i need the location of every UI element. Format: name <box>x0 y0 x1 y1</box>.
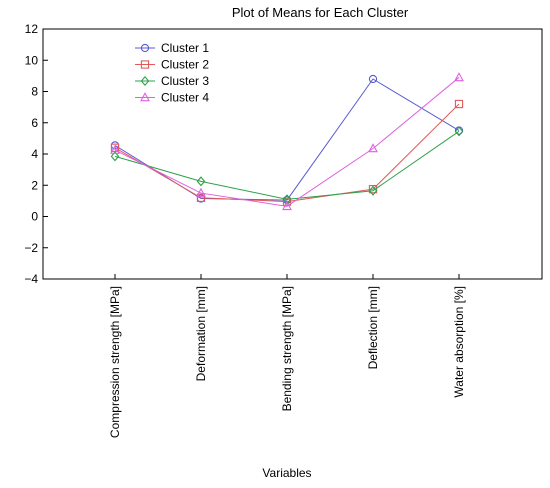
y-axis: −4 −2 0 2 4 6 8 10 12 <box>24 22 48 286</box>
y-tick-label: 10 <box>25 53 39 67</box>
data-point <box>368 74 378 84</box>
legend: Cluster 1 Cluster 2 Cluster 3 Cluster 4 <box>135 41 209 105</box>
y-tick-label: −4 <box>24 272 38 286</box>
series-line <box>114 103 460 203</box>
legend-label: Cluster 2 <box>161 58 209 72</box>
y-tick-label: 0 <box>31 210 38 224</box>
legend-marker <box>140 60 150 69</box>
data-point <box>368 185 378 196</box>
x-category-label: Deformation [mm] <box>194 286 208 381</box>
legend-marker <box>140 43 150 53</box>
y-tick-label: 2 <box>31 178 38 192</box>
plot-frame <box>42 28 543 280</box>
x-category-label: Bending strength [MPa] <box>280 286 294 411</box>
legend-label: Cluster 1 <box>161 41 209 55</box>
data-point <box>454 126 464 137</box>
legend-item-cluster-4: Cluster 4 <box>135 91 209 105</box>
legend-item-cluster-1: Cluster 1 <box>135 41 209 55</box>
data-point <box>196 176 206 187</box>
data-point <box>454 99 464 109</box>
data-point <box>196 193 206 202</box>
x-category-label: Deflection [mm] <box>366 286 380 369</box>
data-point <box>110 151 120 162</box>
data-point <box>368 143 378 153</box>
legend-item-cluster-2: Cluster 2 <box>135 58 209 72</box>
legend-marker <box>140 92 150 102</box>
legend-marker <box>140 75 150 87</box>
data-point <box>110 144 120 154</box>
series-cluster-3 <box>110 126 464 205</box>
data-point <box>196 187 206 197</box>
data-point <box>368 185 378 194</box>
x-axis: Compression strength [MPa] Deformation [m… <box>108 274 466 438</box>
chart-title: Plot of Means for Each Cluster <box>232 5 409 20</box>
data-point <box>282 194 292 205</box>
x-category-label: Water absorption [%] <box>452 286 466 398</box>
legend-label: Cluster 3 <box>161 74 209 88</box>
legend-item-cluster-3: Cluster 3 <box>135 74 209 88</box>
y-tick-label: 12 <box>25 22 39 36</box>
series-cluster-4 <box>110 72 464 211</box>
data-point <box>282 197 292 206</box>
data-point <box>282 200 292 211</box>
series-line <box>114 77 460 207</box>
x-axis-title: Variables <box>262 466 311 480</box>
series-line <box>114 130 460 200</box>
legend-label: Cluster 4 <box>161 91 209 105</box>
data-point <box>454 72 464 82</box>
x-category-label: Compression strength [MPa] <box>108 286 122 438</box>
series-cluster-2 <box>110 99 464 206</box>
y-tick-label: 4 <box>31 147 38 161</box>
series-layer <box>110 72 464 211</box>
y-tick-label: 6 <box>31 116 38 130</box>
y-tick-label: 8 <box>31 85 38 99</box>
y-tick-label: −2 <box>24 241 38 255</box>
